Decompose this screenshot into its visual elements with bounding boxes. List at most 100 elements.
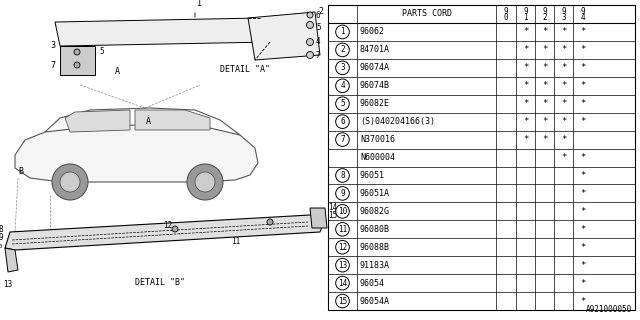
Polygon shape (248, 12, 320, 60)
Text: 96080B: 96080B (360, 225, 390, 234)
Text: *: * (580, 207, 585, 216)
Polygon shape (310, 208, 327, 228)
Text: 2: 2 (318, 7, 323, 17)
Text: 96074B: 96074B (360, 81, 390, 90)
Text: A: A (115, 68, 120, 76)
Text: 91183A: 91183A (360, 261, 390, 270)
Text: 11: 11 (338, 225, 347, 234)
Circle shape (52, 164, 88, 200)
Text: *: * (580, 243, 585, 252)
Text: 84701A: 84701A (360, 45, 390, 54)
Polygon shape (135, 110, 210, 130)
Text: 4: 4 (316, 37, 321, 46)
Text: *: * (561, 81, 566, 90)
Circle shape (307, 12, 313, 18)
Text: N370016: N370016 (360, 135, 395, 144)
Text: 1: 1 (523, 12, 528, 21)
Text: 7: 7 (316, 52, 321, 60)
Text: 2: 2 (340, 45, 345, 54)
Text: 96074A: 96074A (360, 63, 390, 72)
Text: 8: 8 (0, 226, 3, 235)
Polygon shape (15, 125, 258, 182)
Text: DETAIL "A": DETAIL "A" (220, 65, 270, 74)
Text: *: * (561, 135, 566, 144)
Text: A921000050: A921000050 (586, 305, 632, 314)
Text: *: * (561, 28, 566, 36)
Text: *: * (523, 117, 528, 126)
Circle shape (187, 164, 223, 200)
Text: 15: 15 (338, 297, 347, 306)
Text: 96088B: 96088B (360, 243, 390, 252)
Text: 96054A: 96054A (360, 297, 390, 306)
Text: *: * (542, 81, 547, 90)
Text: 9: 9 (340, 189, 345, 198)
Text: *: * (580, 117, 585, 126)
Text: 6: 6 (316, 11, 321, 20)
Text: 7: 7 (340, 135, 345, 144)
Text: 1: 1 (340, 28, 345, 36)
Text: *: * (542, 135, 547, 144)
Text: 6: 6 (340, 117, 345, 126)
Polygon shape (65, 110, 130, 132)
Circle shape (307, 52, 314, 59)
Bar (328, 5, 635, 310)
Text: *: * (561, 153, 566, 162)
Text: *: * (580, 171, 585, 180)
Text: 9: 9 (0, 234, 3, 243)
Polygon shape (60, 46, 95, 75)
Text: *: * (523, 63, 528, 72)
Text: 9: 9 (504, 6, 508, 15)
Text: *: * (580, 153, 585, 162)
Text: *: * (542, 63, 547, 72)
Text: 15: 15 (328, 212, 337, 220)
Text: 96082G: 96082G (360, 207, 390, 216)
Circle shape (267, 219, 273, 225)
Circle shape (172, 226, 178, 232)
Text: *: * (561, 63, 566, 72)
Text: 12: 12 (163, 220, 172, 229)
Text: 10: 10 (0, 244, 3, 249)
Text: 14: 14 (338, 279, 347, 288)
Text: 4: 4 (340, 81, 345, 90)
Text: 13: 13 (3, 280, 13, 289)
Text: 96051: 96051 (360, 171, 385, 180)
Text: 14: 14 (328, 204, 337, 212)
Circle shape (307, 38, 314, 45)
Text: 8: 8 (340, 171, 345, 180)
Text: 9: 9 (542, 6, 547, 15)
Text: 3: 3 (340, 63, 345, 72)
Text: DETAIL "B": DETAIL "B" (135, 278, 185, 287)
Text: *: * (580, 99, 585, 108)
Text: *: * (561, 117, 566, 126)
Text: *: * (542, 99, 547, 108)
Text: 7: 7 (50, 60, 55, 69)
Text: B: B (18, 167, 23, 177)
Text: 10: 10 (338, 207, 347, 216)
Text: A: A (145, 117, 150, 126)
Text: *: * (580, 279, 585, 288)
Text: *: * (580, 261, 585, 270)
Text: *: * (580, 81, 585, 90)
Text: *: * (561, 99, 566, 108)
Text: 11: 11 (231, 237, 240, 246)
Circle shape (74, 62, 80, 68)
Polygon shape (5, 215, 325, 250)
Circle shape (74, 49, 80, 55)
Text: 3: 3 (50, 42, 55, 51)
Text: *: * (561, 45, 566, 54)
Circle shape (307, 21, 314, 28)
Text: 9: 9 (523, 6, 528, 15)
Polygon shape (5, 248, 18, 272)
Text: *: * (523, 99, 528, 108)
Text: *: * (580, 189, 585, 198)
Text: 12: 12 (338, 243, 347, 252)
Text: N600004: N600004 (360, 153, 395, 162)
Text: *: * (523, 81, 528, 90)
Text: *: * (580, 45, 585, 54)
Text: 96051A: 96051A (360, 189, 390, 198)
Text: *: * (542, 45, 547, 54)
Text: *: * (580, 225, 585, 234)
Text: (S)040204166(3): (S)040204166(3) (360, 117, 435, 126)
Text: 5: 5 (99, 46, 104, 55)
Text: *: * (523, 135, 528, 144)
